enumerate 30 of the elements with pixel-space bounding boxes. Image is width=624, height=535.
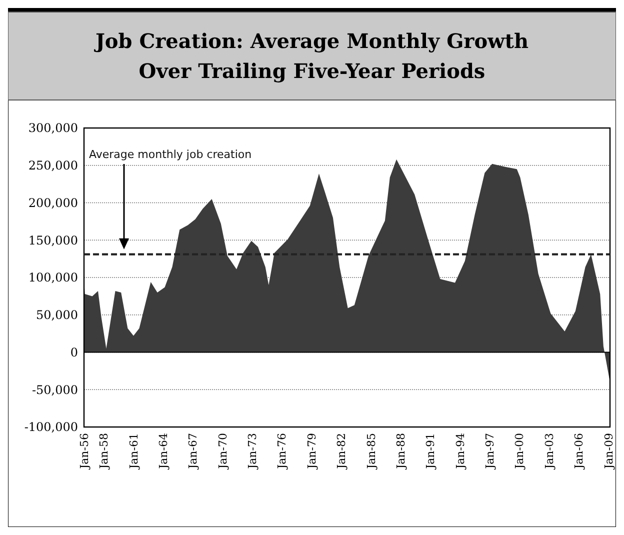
x-tick-label: Jan-64 xyxy=(157,433,170,470)
x-tick-label: Jan-73 xyxy=(246,433,260,470)
x-tick-label: Jan-67 xyxy=(186,433,200,470)
y-tick-label: 0 xyxy=(70,345,78,360)
x-tick-label: Jan-58 xyxy=(98,433,111,470)
x-tick-label: Jan-00 xyxy=(513,433,526,470)
y-tick-label: 200,000 xyxy=(28,196,78,210)
x-tick-label: Jan-03 xyxy=(542,433,556,470)
x-tick-label: Jan-09 xyxy=(602,433,616,470)
y-tick-label: -50,000 xyxy=(32,382,78,397)
y-tick-label: -100,000 xyxy=(24,420,78,434)
x-tick-label: Jan-88 xyxy=(394,433,408,470)
x-tick-label: Jan-91 xyxy=(424,433,438,470)
x-tick-label: Jan-79 xyxy=(305,433,318,470)
x-tick-label: Jan-56 xyxy=(78,433,91,470)
y-tick-label: 250,000 xyxy=(28,158,78,173)
y-tick-label: 300,000 xyxy=(28,121,78,136)
ref-line-label: Average monthly job creation xyxy=(89,148,252,161)
y-tick-label: 100,000 xyxy=(28,270,78,285)
x-tick-label: Jan-85 xyxy=(364,433,378,470)
y-tick-label: 150,000 xyxy=(28,233,78,248)
chart-title: Job Creation: Average Monthly Growth Over Trailing Five-Year Periods xyxy=(93,29,530,83)
x-tick-label: Jan-82 xyxy=(335,433,348,470)
x-tick-label: Jan-70 xyxy=(216,433,230,470)
x-tick-label: Jan-97 xyxy=(484,433,497,470)
x-tick-label: Jan-06 xyxy=(572,433,586,470)
y-tick-label: 50,000 xyxy=(36,308,78,322)
x-tick-label: Jan-94 xyxy=(454,433,467,470)
x-tick-label: Jan-61 xyxy=(127,433,140,470)
x-tick-label: Jan-76 xyxy=(276,433,289,470)
